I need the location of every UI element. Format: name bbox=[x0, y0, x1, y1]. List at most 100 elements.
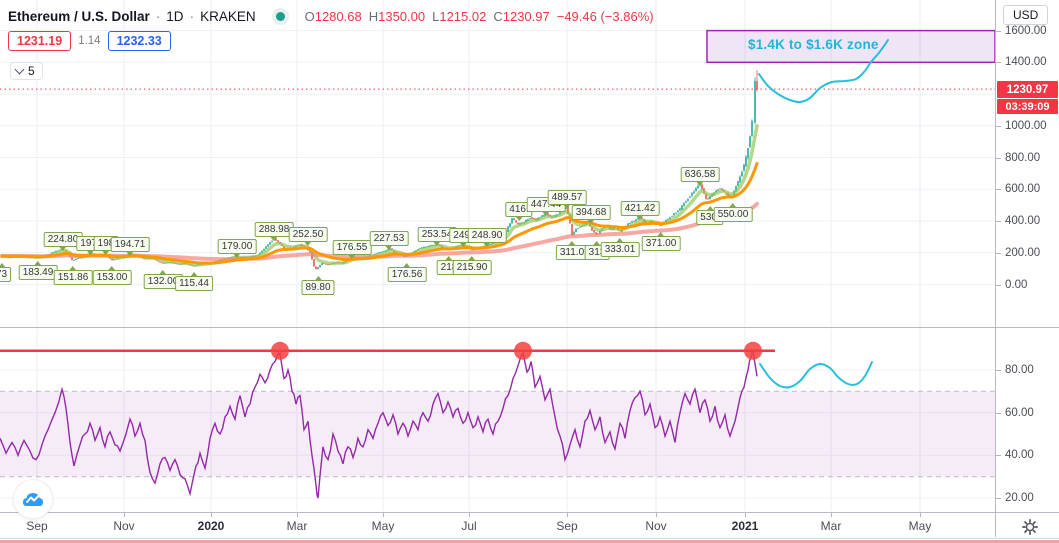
time-axis-tickmark bbox=[745, 513, 746, 517]
time-axis-tickmark bbox=[469, 513, 470, 517]
time-axis[interactable]: Sep Nov 2020 Mar May Jul Sep Nov 2021 Mar May bbox=[0, 512, 1059, 539]
close-value: 1230.97 bbox=[502, 8, 550, 24]
ma-line-medium[interactable] bbox=[0, 161, 759, 265]
time-axis-tickmark bbox=[211, 513, 212, 517]
change-value: −49.46 (−3.86%) bbox=[556, 8, 654, 24]
price-axis-tick: 600.00 bbox=[996, 183, 1040, 195]
pivot-label: 183.49 bbox=[18, 265, 58, 281]
pivot-label: 176.56 bbox=[387, 266, 427, 282]
time-axis-label: Nov bbox=[113, 519, 135, 533]
pivot-label: 176.55 bbox=[332, 239, 372, 255]
rsi-axis-tick: 40.00 bbox=[996, 449, 1034, 461]
time-axis-label: Sep bbox=[26, 519, 48, 533]
rsi-axis-tick: 60.00 bbox=[996, 407, 1034, 419]
header-separator: · bbox=[155, 8, 161, 24]
pivot-label: 421.42 bbox=[620, 200, 660, 216]
time-axis-tickmark bbox=[297, 513, 298, 517]
time-axis-label: Mar bbox=[286, 519, 308, 533]
pivot-label: 252.50 bbox=[288, 227, 328, 243]
sell-price-button[interactable]: 1231.19 bbox=[8, 31, 72, 51]
zone-annotation-label[interactable]: $1.4K to $1.6K zone bbox=[748, 37, 879, 52]
close-label: C bbox=[493, 8, 503, 24]
drawing-projection-curve-rsi[interactable] bbox=[759, 361, 873, 389]
bottom-accent-strip bbox=[0, 540, 1059, 543]
buy-price-button[interactable]: 1232.33 bbox=[107, 31, 171, 51]
open-label: O bbox=[304, 8, 315, 24]
price-axis-tick: 1000.00 bbox=[996, 120, 1047, 132]
pivot-label: 394.68 bbox=[571, 204, 611, 220]
chart-header: Ethereum / U.S. Dollar · 1D · KRAKEN O12… bbox=[8, 6, 654, 26]
pivot-label: 194.71 bbox=[110, 236, 150, 252]
resistance-touch-marker[interactable] bbox=[744, 341, 762, 360]
time-axis-tickmark bbox=[920, 513, 921, 517]
pivot-label: 636.58 bbox=[680, 166, 720, 182]
low-value: 1215.02 bbox=[439, 8, 487, 24]
indicators-collapse-chip[interactable]: 5 bbox=[10, 62, 43, 80]
chart-area[interactable] bbox=[0, 0, 996, 537]
resistance-touch-marker[interactable] bbox=[271, 341, 289, 360]
time-axis-label: 2021 bbox=[731, 519, 759, 533]
pivot-label: 311.0 bbox=[555, 245, 589, 261]
timeframe-label[interactable]: 1D bbox=[166, 8, 184, 24]
high-label: H bbox=[368, 8, 379, 24]
ohlc-values: O1280.68 H1350.00 L1215.02 C1230.97 −49.… bbox=[305, 9, 654, 24]
pivot-label: 153.00 bbox=[92, 270, 132, 286]
pivot-label: 227.53 bbox=[369, 231, 409, 247]
pivot-label: 489.57 bbox=[547, 189, 587, 205]
price-axis[interactable]: USD 1230.97 03:39:09 1600.00 1400.00 1000.… bbox=[996, 0, 1059, 512]
pivot-labels-layer: 224.80 197. 198 194.71 179.00 288.98 252.50 176… bbox=[0, 0, 995, 512]
time-axis-label: May bbox=[371, 519, 395, 533]
time-axis-label: 2020 bbox=[197, 519, 225, 533]
price-zone-rectangle[interactable] bbox=[706, 29, 996, 64]
symbol-title[interactable]: Ethereum / U.S. Dollar bbox=[8, 8, 150, 24]
pivot-label: 151.86 bbox=[53, 270, 93, 286]
price-axis-tick: 1600.00 bbox=[996, 25, 1047, 37]
rsi-line[interactable] bbox=[0, 348, 758, 499]
price-axis-tick: 1400.00 bbox=[996, 56, 1047, 68]
price-axis-tick: 800.00 bbox=[996, 152, 1040, 164]
pane-divider[interactable] bbox=[0, 327, 1059, 328]
gear-icon[interactable] bbox=[1021, 518, 1039, 536]
market-status-dot-icon bbox=[275, 11, 285, 21]
header-separator: · bbox=[189, 8, 195, 24]
cloud-chart-icon bbox=[23, 492, 43, 506]
time-axis-label: May bbox=[908, 519, 932, 533]
time-axis-tickmark bbox=[124, 513, 125, 517]
rsi-band bbox=[0, 391, 995, 477]
last-price-tag: 1230.97 bbox=[997, 81, 1058, 98]
rsi-axis-tick: 80.00 bbox=[996, 364, 1034, 376]
low-label: L bbox=[432, 8, 440, 24]
time-axis-tickmark bbox=[656, 513, 657, 517]
time-axis-tickmark bbox=[831, 513, 832, 517]
axis-border bbox=[995, 0, 996, 537]
pivot-label: 288.98 bbox=[254, 221, 294, 237]
time-axis-tickmark bbox=[383, 513, 384, 517]
resistance-touch-marker[interactable] bbox=[514, 341, 532, 360]
time-axis-label: Mar bbox=[820, 519, 842, 533]
exchange-label[interactable]: KRAKEN bbox=[200, 8, 256, 24]
pivot-label: 179.00 bbox=[217, 239, 257, 255]
indicators-count: 5 bbox=[28, 64, 35, 78]
quote-row: 1231.19 1.14 1232.33 bbox=[8, 31, 171, 51]
pivot-label: 550.00 bbox=[713, 207, 753, 223]
price-axis-tick: 200.00 bbox=[996, 247, 1040, 259]
price-and-rsi-chart[interactable] bbox=[0, 0, 996, 537]
open-value: 1280.68 bbox=[314, 8, 362, 24]
time-axis-label: Nov bbox=[645, 519, 667, 533]
spread-value: 1.14 bbox=[78, 35, 101, 47]
time-axis-label: Jul bbox=[461, 519, 477, 533]
drawing-projection-curve-main[interactable] bbox=[758, 39, 889, 104]
pivot-label: 371.00 bbox=[641, 235, 681, 251]
pivot-label: 248.90 bbox=[467, 228, 507, 243]
pivot-label: 333.01 bbox=[600, 241, 640, 257]
pivot-label: 215.90 bbox=[452, 260, 492, 276]
price-axis-tick: 0.00 bbox=[996, 279, 1027, 291]
tradingview-logo[interactable] bbox=[13, 479, 53, 519]
time-axis-tickmark bbox=[567, 513, 568, 517]
currency-unit-button[interactable]: USD bbox=[1003, 5, 1049, 25]
bar-countdown-tag: 03:39:09 bbox=[997, 99, 1058, 114]
high-value: 1350.00 bbox=[378, 8, 426, 24]
price-axis-tick: 400.00 bbox=[996, 215, 1040, 227]
chevron-down-icon bbox=[14, 64, 25, 75]
time-axis-label: Sep bbox=[556, 519, 578, 533]
